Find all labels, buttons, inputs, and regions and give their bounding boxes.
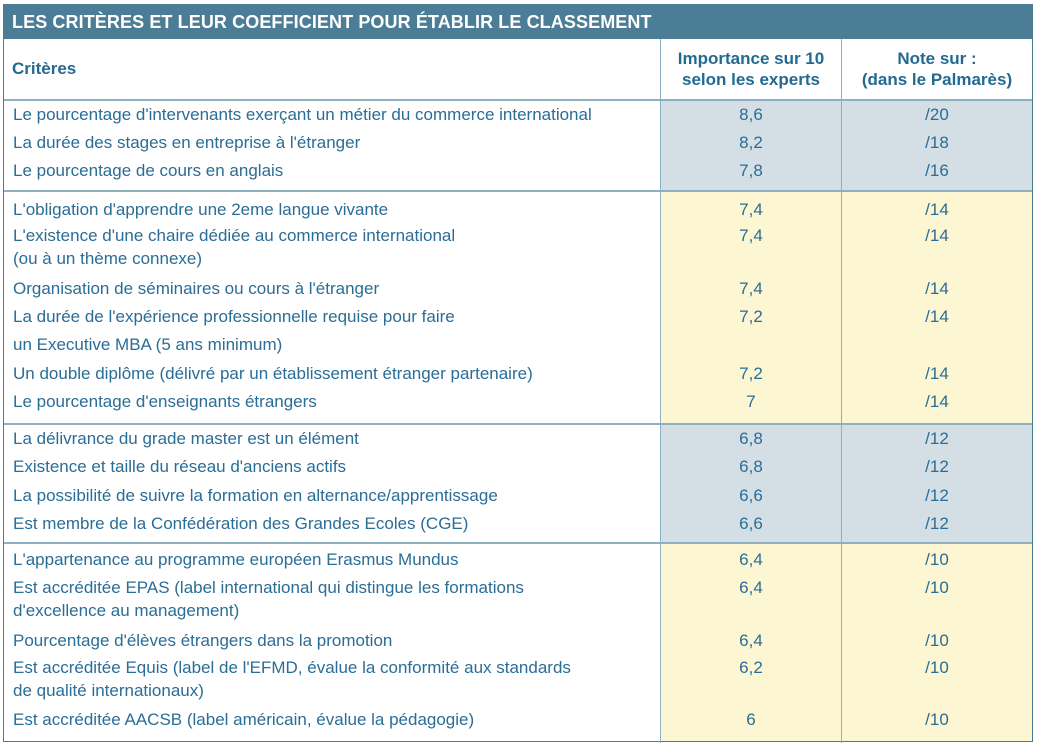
row-importance: 7,2 [739, 364, 763, 383]
row-note: /12 [925, 429, 949, 448]
header-criteres: Critères [12, 59, 77, 78]
header-note: Note sur : (dans le Palmarès) [842, 39, 1032, 99]
row-criterion: Est membre de la Confédération des Grand… [13, 514, 469, 533]
column-divider-1 [660, 39, 661, 743]
group-1 [4, 101, 1032, 190]
criteria-table: LES CRITÈRES ET LEUR COEFFICIENT POUR ÉT… [3, 4, 1033, 743]
row-criterion: Organisation de séminaires ou cours à l'… [13, 279, 380, 298]
row-note: /14 [925, 200, 949, 219]
row-criterion-line2: (ou à un thème connexe) [13, 249, 203, 268]
row-note: /10 [925, 710, 949, 729]
header-importance-line2: selon les experts [682, 70, 820, 89]
row-note: /14 [925, 226, 949, 245]
row-criterion: La possibilité de suivre la formation en… [13, 486, 498, 505]
row-criterion-line1: La durée de l'expérience professionnelle… [13, 307, 455, 326]
header-importance-line1: Importance sur 10 [677, 49, 825, 68]
table-title: LES CRITÈRES ET LEUR COEFFICIENT POUR ÉT… [4, 5, 1032, 39]
group-3-importance-cell [661, 425, 841, 542]
group-2-note-cell [842, 192, 1032, 423]
row-note: /16 [925, 161, 949, 180]
group-2-importance-cell [661, 192, 841, 423]
row-criterion: L'obligation d'apprendre une 2eme langue… [13, 200, 389, 219]
column-divider-2 [841, 39, 842, 743]
group-2 [4, 190, 1032, 423]
row-criterion: Le pourcentage d'enseignants étrangers [13, 392, 317, 411]
row-importance: 6,6 [739, 514, 763, 533]
row-importance: 8,2 [739, 133, 763, 152]
row-importance: 6,6 [739, 486, 763, 505]
row-note: /12 [925, 457, 949, 476]
row-criterion: Le pourcentage de cours en anglais [13, 161, 284, 180]
row-importance: 7,4 [739, 279, 763, 298]
row-note: /12 [925, 486, 949, 505]
header-note-line2: (dans le Palmarès) [861, 70, 1013, 89]
group-4-importance-cell [661, 544, 841, 741]
row-importance: 6,2 [739, 658, 763, 677]
group-4-note-cell [842, 544, 1032, 741]
group-3 [4, 423, 1032, 542]
table-header: Critères Importance sur 10 selon les expe… [4, 39, 1032, 101]
group-4 [4, 542, 1032, 741]
group-1-importance-cell [661, 101, 841, 190]
row-note: /10 [925, 658, 949, 677]
row-criterion: Pourcentage d'élèves étrangers dans la p… [13, 631, 393, 650]
row-criterion: La durée de l'expérience professionnelle… [13, 305, 653, 356]
row-criterion: L'appartenance au programme européen Era… [13, 550, 459, 569]
row-note: /20 [925, 105, 949, 124]
row-criterion-line1: L'existence d'une chaire dédiée au comme… [13, 226, 456, 245]
row-criterion-line2: de qualité internationaux) [13, 681, 204, 700]
row-criterion-line2: un Executive MBA (5 ans minimum) [13, 335, 283, 354]
row-importance: 8,6 [739, 105, 763, 124]
row-note: /10 [925, 550, 949, 569]
row-note: /14 [925, 307, 949, 326]
row-importance: 6,4 [739, 550, 763, 569]
header-note-line1: Note sur : [897, 49, 977, 68]
row-criterion: Est accréditée AACSB (label américain, é… [13, 710, 475, 729]
row-criterion: L'existence d'une chaire dédiée au comme… [13, 224, 653, 270]
group-1-note-cell [842, 101, 1032, 190]
row-note: /14 [925, 364, 949, 383]
row-criterion-line2: d'excellence au management) [13, 601, 240, 620]
group-3-note-cell [842, 425, 1032, 542]
row-criterion-line1: Est accréditée Equis (label de l'EFMD, é… [13, 658, 571, 677]
row-criterion: Le pourcentage d'intervenants exerçant u… [13, 105, 592, 124]
row-importance: 6,4 [739, 631, 763, 650]
row-criterion: Un double diplôme (délivré par un établi… [13, 364, 533, 383]
row-importance: 6,8 [739, 457, 763, 476]
row-note: /18 [925, 133, 949, 152]
row-criterion: Est accréditée Equis (label de l'EFMD, é… [13, 656, 653, 702]
row-importance: 7 [746, 392, 756, 411]
row-criterion: La durée des stages en entreprise à l'ét… [13, 133, 361, 152]
row-criterion: Est accréditée EPAS (label international… [13, 576, 653, 622]
row-note: /14 [925, 279, 949, 298]
row-criterion-line1: Est accréditée EPAS (label international… [13, 578, 524, 597]
row-importance: 7,8 [739, 161, 763, 180]
row-note: /14 [925, 392, 949, 411]
row-note: /10 [925, 631, 949, 650]
row-importance: 7,2 [739, 307, 763, 326]
row-importance: 6,4 [739, 578, 763, 597]
row-importance: 6,8 [739, 429, 763, 448]
row-importance: 6 [746, 710, 756, 729]
row-note: /10 [925, 578, 949, 597]
row-importance: 7,4 [739, 200, 763, 219]
row-criterion: Existence et taille du réseau d'anciens … [13, 457, 347, 476]
row-importance: 7,4 [739, 226, 763, 245]
row-criterion: La délivrance du grade master est un élé… [13, 429, 359, 448]
header-importance: Importance sur 10 selon les experts [661, 39, 841, 99]
row-note: /12 [925, 514, 949, 533]
